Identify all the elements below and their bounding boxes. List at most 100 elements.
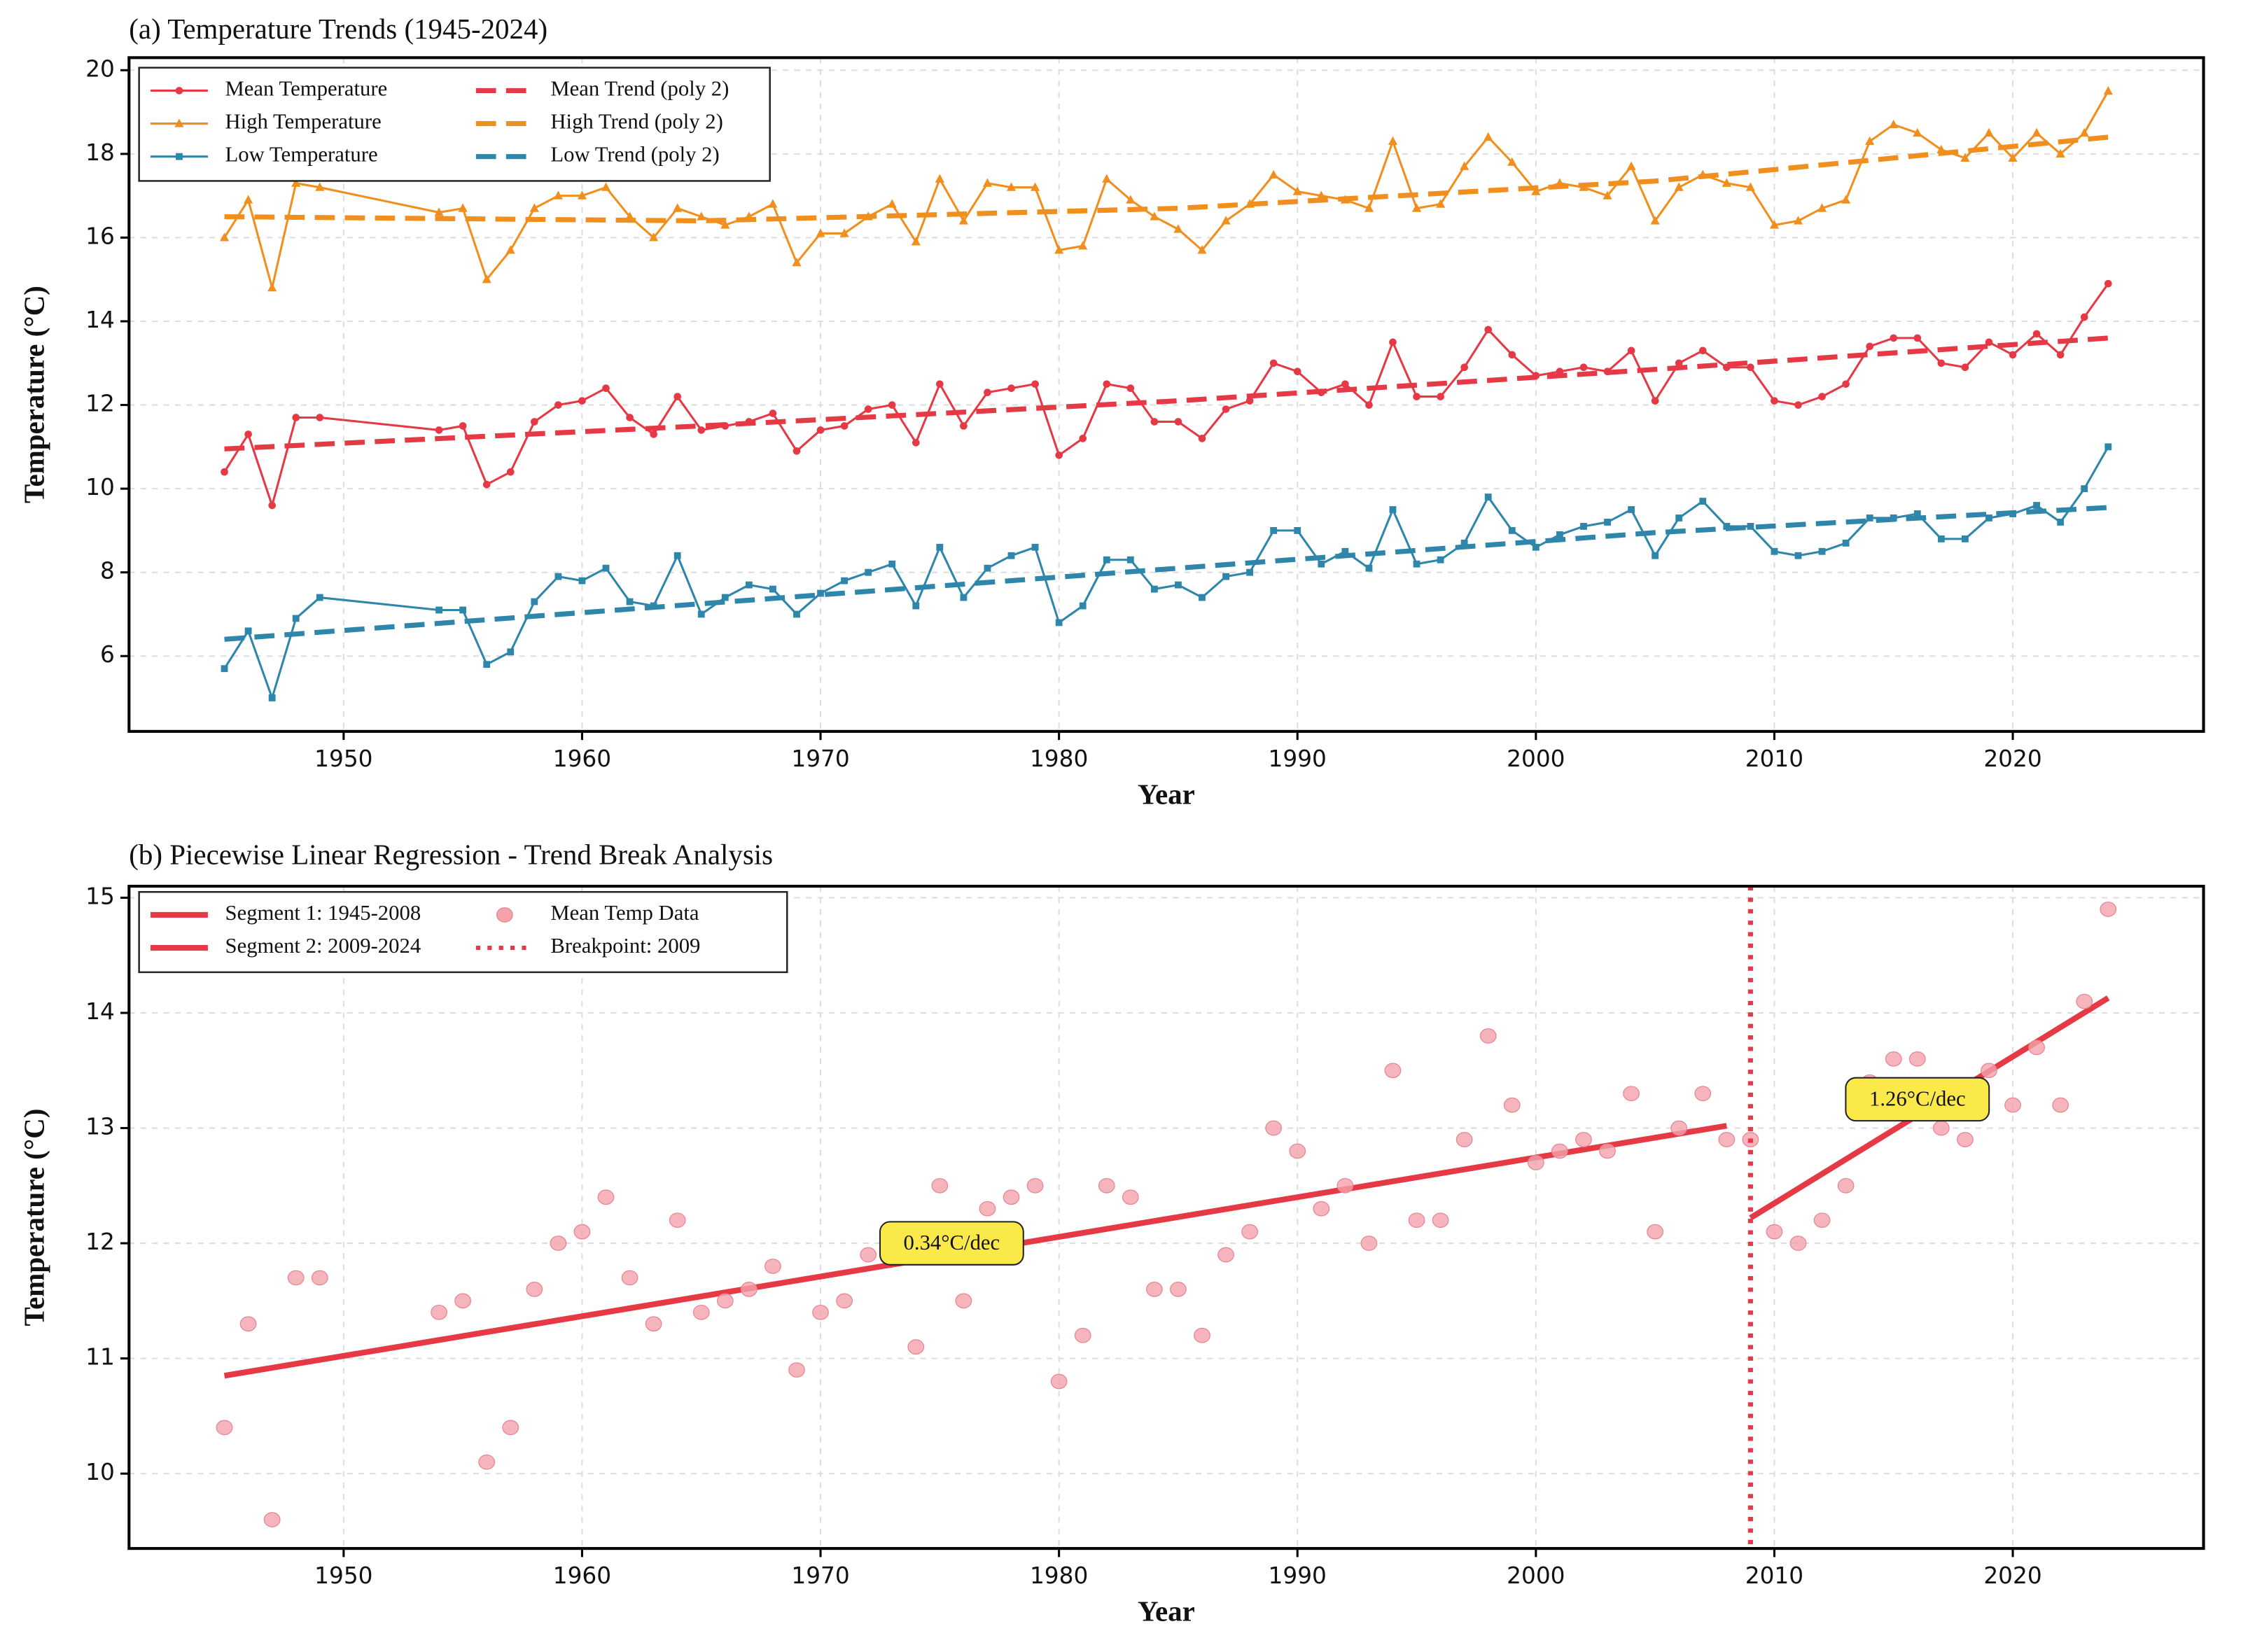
marker bbox=[912, 602, 920, 610]
legend-label: Mean Temperature bbox=[225, 77, 388, 101]
marker bbox=[505, 245, 515, 254]
data-point bbox=[836, 1293, 853, 1309]
marker bbox=[1411, 203, 1422, 212]
marker bbox=[1842, 380, 1850, 388]
marker bbox=[1818, 393, 1826, 400]
marker bbox=[601, 182, 611, 191]
legend-label: Low Trend (poly 2) bbox=[550, 143, 719, 167]
marker bbox=[268, 501, 276, 510]
data-point bbox=[931, 1177, 949, 1194]
marker bbox=[1675, 514, 1683, 522]
data-point bbox=[1957, 1132, 1974, 1147]
marker bbox=[1674, 182, 1684, 191]
data-point bbox=[1384, 1063, 1402, 1079]
marker bbox=[1055, 451, 1063, 459]
data-point bbox=[860, 1247, 877, 1263]
data-point bbox=[1122, 1189, 1139, 1205]
data-point bbox=[1932, 1120, 1950, 1136]
marker bbox=[960, 422, 968, 430]
marker bbox=[839, 228, 849, 237]
marker bbox=[1984, 127, 1994, 137]
data-point bbox=[669, 1212, 686, 1228]
data-point bbox=[1647, 1224, 1664, 1240]
marker bbox=[2080, 313, 2088, 321]
marker bbox=[1604, 519, 1611, 526]
data-point bbox=[431, 1304, 447, 1320]
marker bbox=[2033, 502, 2041, 509]
marker bbox=[1294, 526, 1301, 534]
y-tick-label: 10 bbox=[85, 474, 115, 500]
marker bbox=[221, 665, 228, 673]
marker bbox=[1388, 136, 1398, 146]
marker bbox=[1818, 547, 1826, 555]
x-axis-label: Year bbox=[1138, 1596, 1195, 1628]
data-point bbox=[2100, 902, 2117, 917]
marker bbox=[2009, 351, 2017, 359]
marker bbox=[1985, 514, 1992, 522]
data-point bbox=[1479, 1028, 1497, 1044]
marker bbox=[292, 615, 300, 622]
data-point bbox=[2052, 1097, 2069, 1113]
marker bbox=[1652, 552, 1659, 559]
marker bbox=[792, 258, 802, 267]
data-point bbox=[621, 1270, 638, 1286]
marker bbox=[291, 178, 301, 187]
data-point bbox=[1575, 1132, 1592, 1147]
marker bbox=[2057, 519, 2065, 526]
marker bbox=[1794, 401, 1802, 409]
marker bbox=[2104, 279, 2112, 288]
data-point bbox=[239, 1316, 257, 1332]
marker bbox=[1364, 203, 1374, 212]
marker bbox=[2056, 351, 2065, 359]
x-tick-label: 2000 bbox=[1507, 1562, 1565, 1589]
marker bbox=[1007, 552, 1015, 559]
marker bbox=[1842, 539, 1850, 547]
marker bbox=[1937, 535, 1945, 542]
marker bbox=[960, 594, 968, 601]
annotation: 1.26°C/dec bbox=[1869, 1087, 1966, 1111]
trend-line bbox=[224, 505, 2109, 642]
marker bbox=[2081, 485, 2088, 493]
marker bbox=[1913, 127, 1922, 137]
marker bbox=[673, 552, 681, 559]
marker bbox=[483, 661, 491, 668]
marker bbox=[1532, 543, 1540, 551]
data-point bbox=[1313, 1200, 1330, 1217]
marker bbox=[1866, 342, 1874, 351]
data-point bbox=[2076, 993, 2093, 1009]
marker bbox=[1031, 182, 1040, 191]
marker bbox=[482, 480, 491, 489]
marker bbox=[1817, 203, 1827, 212]
legend-label: Low Temperature bbox=[225, 143, 378, 167]
data-point bbox=[1503, 1097, 1521, 1113]
marker bbox=[1483, 132, 1493, 141]
data-point bbox=[1336, 1177, 1354, 1194]
data-point bbox=[812, 1304, 829, 1320]
marker bbox=[1173, 224, 1183, 233]
marker bbox=[1292, 186, 1302, 195]
data-point bbox=[1074, 1327, 1091, 1343]
marker bbox=[219, 232, 230, 241]
data-point bbox=[788, 1362, 805, 1378]
marker bbox=[1769, 220, 1779, 229]
data-point bbox=[1217, 1247, 1234, 1263]
data-point bbox=[263, 1512, 281, 1527]
marker bbox=[1437, 393, 1444, 400]
marker bbox=[244, 627, 252, 635]
marker bbox=[673, 393, 682, 400]
data-point bbox=[1813, 1212, 1831, 1228]
data-point bbox=[1455, 1132, 1473, 1147]
legend-symbol bbox=[176, 153, 183, 160]
marker bbox=[1055, 619, 1063, 626]
marker bbox=[221, 468, 228, 476]
data-point bbox=[1265, 1120, 1283, 1136]
legend-label: Mean Temp Data bbox=[550, 901, 699, 925]
marker bbox=[1246, 568, 1254, 576]
marker bbox=[315, 182, 325, 191]
marker bbox=[1793, 216, 1803, 225]
marker bbox=[2055, 148, 2065, 158]
y-tick-label: 18 bbox=[85, 139, 115, 166]
marker bbox=[1747, 363, 1754, 372]
x-axis-label: Year bbox=[1138, 778, 1195, 810]
